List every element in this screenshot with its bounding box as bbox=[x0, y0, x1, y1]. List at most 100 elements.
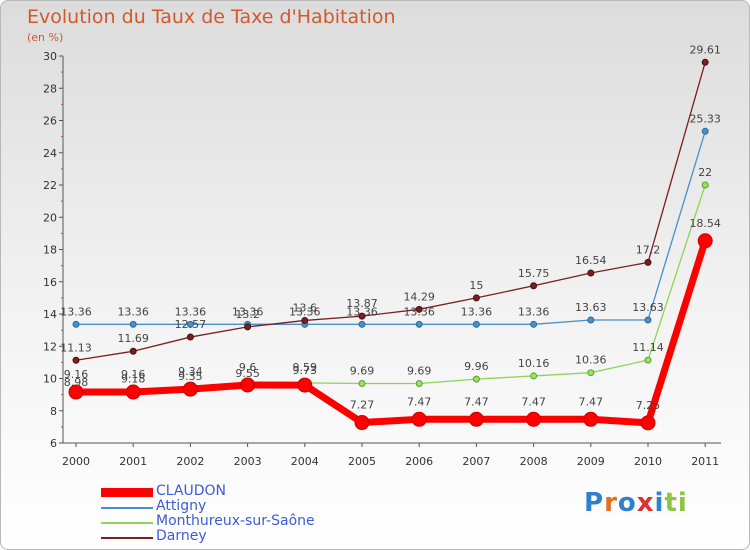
data-label-attigny: 25.33 bbox=[689, 112, 721, 125]
logo-letter: t bbox=[664, 488, 678, 518]
data-label-monthureux-sur-sa-ne: 9.69 bbox=[407, 364, 432, 377]
logo-letter: i bbox=[654, 488, 665, 518]
data-point-darney bbox=[415, 305, 423, 313]
legend-swatch bbox=[101, 522, 153, 524]
data-label-darney: 15 bbox=[469, 279, 483, 292]
data-label-claudon: 7.47 bbox=[521, 395, 546, 408]
data-label-darney: 13.6 bbox=[293, 301, 318, 314]
data-label-attigny: 13.36 bbox=[461, 305, 493, 318]
data-label-monthureux-sur-sa-ne: 11.14 bbox=[632, 341, 664, 354]
data-point-monthureux-sur-sa-ne bbox=[415, 379, 423, 387]
data-point-darney bbox=[129, 347, 137, 355]
data-label-claudon: 7.47 bbox=[407, 395, 432, 408]
data-label-claudon: 7.27 bbox=[350, 399, 375, 412]
y-tick-label: 26 bbox=[43, 115, 57, 128]
x-tick-label: 2004 bbox=[291, 455, 319, 468]
y-tick-label: 14 bbox=[43, 308, 57, 321]
data-point-darney bbox=[244, 323, 252, 331]
data-label-monthureux-sur-sa-ne: 22 bbox=[698, 166, 712, 179]
data-point-attigny bbox=[644, 316, 652, 324]
data-point-claudon bbox=[68, 384, 84, 400]
x-tick-label: 2010 bbox=[634, 455, 662, 468]
data-label-monthureux-sur-sa-ne: 10.16 bbox=[518, 357, 550, 370]
data-point-darney bbox=[186, 333, 194, 341]
data-point-darney bbox=[701, 58, 709, 66]
data-label-monthureux-sur-sa-ne: 10.36 bbox=[575, 354, 607, 367]
data-label-attigny: 13.63 bbox=[632, 301, 664, 314]
logo-letter: i bbox=[677, 488, 688, 518]
y-tick-label: 28 bbox=[43, 82, 57, 95]
y-tick-label: 22 bbox=[43, 179, 57, 192]
legend-label: CLAUDON bbox=[156, 483, 226, 499]
data-label-attigny: 13.36 bbox=[289, 305, 321, 318]
data-label-darney: 16.54 bbox=[575, 254, 607, 267]
legend-swatch bbox=[101, 507, 153, 509]
series-line-monthureux-sur-sa-ne bbox=[75, 184, 706, 396]
data-point-attigny bbox=[186, 320, 194, 328]
data-point-monthureux-sur-sa-ne bbox=[644, 356, 652, 364]
x-tick-label: 2008 bbox=[520, 455, 548, 468]
y-tick-label: 18 bbox=[43, 244, 57, 257]
data-label-monthureux-sur-sa-ne: 9.96 bbox=[464, 360, 489, 373]
data-point-darney bbox=[72, 356, 80, 364]
series-line-darney bbox=[75, 62, 706, 361]
y-tick-label: 24 bbox=[43, 147, 57, 160]
data-point-claudon bbox=[697, 233, 713, 249]
logo-letter: x bbox=[636, 488, 655, 518]
data-point-claudon bbox=[411, 411, 427, 427]
data-label-claudon: 7.25 bbox=[636, 399, 661, 412]
data-point-claudon bbox=[354, 415, 370, 431]
data-point-attigny bbox=[472, 320, 480, 328]
data-label-attigny: 13.36 bbox=[60, 305, 92, 318]
data-point-claudon bbox=[583, 411, 599, 427]
x-tick-label: 2003 bbox=[234, 455, 262, 468]
data-point-claudon bbox=[640, 415, 656, 431]
y-tick-label: 10 bbox=[43, 373, 57, 386]
data-point-attigny bbox=[530, 320, 538, 328]
data-point-claudon bbox=[240, 377, 256, 393]
data-label-claudon: 18.54 bbox=[689, 217, 721, 230]
data-point-claudon bbox=[468, 411, 484, 427]
x-tick-label: 2005 bbox=[348, 455, 376, 468]
data-label-darney: 29.61 bbox=[689, 43, 721, 56]
y-tick-label: 6 bbox=[50, 437, 57, 450]
y-tick-label: 8 bbox=[50, 405, 57, 418]
chart-title: Evolution du Taux de Taxe d'Habitation bbox=[27, 6, 396, 28]
data-label-darney: 11.69 bbox=[117, 332, 149, 345]
data-label-attigny: 13.36 bbox=[175, 305, 207, 318]
data-label-claudon: 9.59 bbox=[293, 361, 318, 374]
data-point-attigny bbox=[72, 320, 80, 328]
data-point-attigny bbox=[587, 316, 595, 324]
series-line-claudon bbox=[76, 239, 709, 427]
x-tick-label: 2001 bbox=[119, 455, 147, 468]
logo-letter: o bbox=[617, 488, 637, 518]
data-label-darney: 13.87 bbox=[346, 297, 378, 310]
data-label-claudon: 9.34 bbox=[178, 365, 203, 378]
y-axis-unit-label: (en %) bbox=[27, 31, 64, 44]
data-point-darney bbox=[530, 282, 538, 290]
data-label-monthureux-sur-sa-ne: 9.18 bbox=[121, 373, 146, 386]
data-label-claudon: 7.47 bbox=[464, 395, 489, 408]
x-tick-label: 2007 bbox=[462, 455, 490, 468]
data-point-attigny bbox=[701, 127, 709, 135]
data-label-darney: 15.75 bbox=[518, 267, 550, 280]
series-line-attigny bbox=[76, 131, 706, 325]
legend-swatch bbox=[101, 537, 153, 539]
data-point-claudon bbox=[182, 381, 198, 397]
x-tick-label: 2011 bbox=[691, 455, 719, 468]
data-label-darney: 13.2 bbox=[235, 308, 260, 321]
data-label-darney: 12.57 bbox=[175, 318, 207, 331]
data-label-monthureux-sur-sa-ne: 9.55 bbox=[235, 367, 260, 380]
data-label-claudon: 7.47 bbox=[579, 395, 604, 408]
legend-label: Monthureux-sur-Saône bbox=[156, 513, 315, 529]
data-point-claudon bbox=[297, 377, 313, 393]
data-label-monthureux-sur-sa-ne: 8.98 bbox=[64, 376, 89, 389]
x-tick-label: 2000 bbox=[62, 455, 90, 468]
data-label-darney: 11.13 bbox=[60, 341, 92, 354]
data-point-monthureux-sur-sa-ne bbox=[358, 379, 366, 387]
data-label-darney: 14.29 bbox=[403, 290, 435, 303]
data-label-attigny: 13.63 bbox=[575, 301, 607, 314]
y-tick-label: 16 bbox=[43, 276, 57, 289]
